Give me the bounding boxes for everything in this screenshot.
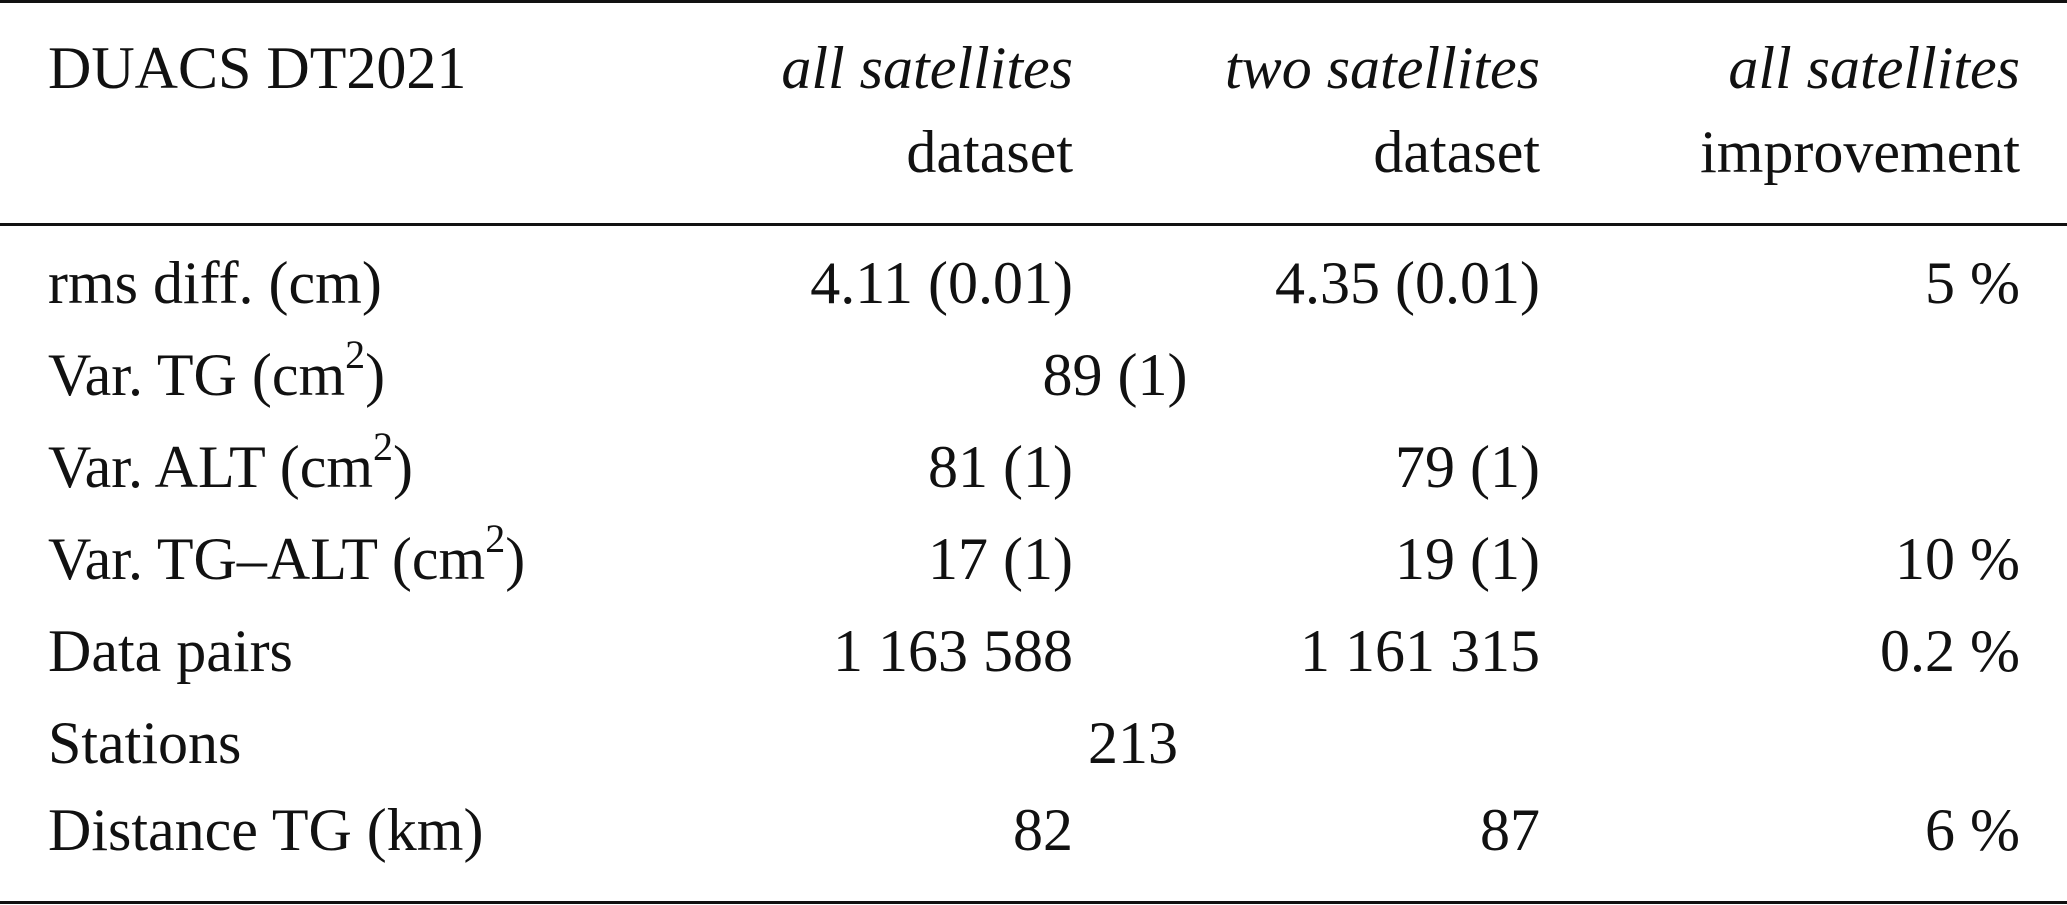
- top-rule: [0, 0, 2067, 3]
- cell-var-tg-alt-improvement: 10 %: [1895, 526, 2020, 592]
- cell-var-alt-all: 81 (1): [928, 434, 1073, 500]
- cell-data-pairs-two: 1 161 315: [1300, 618, 1540, 684]
- cell-stations-merged: 213: [1088, 710, 1178, 776]
- row-label-var-alt: Var. ALT (cm2): [48, 424, 413, 500]
- header-rule: [0, 223, 2067, 226]
- row-label-stations: Stations: [48, 710, 242, 776]
- cell-data-pairs-all: 1 163 588: [833, 618, 1073, 684]
- cell-data-pairs-improvement: 0.2 %: [1880, 618, 2020, 684]
- header-improvement-line1: all satellites: [1728, 35, 2020, 101]
- cell-var-alt-two: 79 (1): [1395, 434, 1540, 500]
- header-two-satellites-dataset-line1: two satellites: [1225, 35, 1540, 101]
- row-label-rms-diff: rms diff. (cm): [48, 250, 382, 316]
- cell-rms-improvement: 5 %: [1925, 250, 2020, 316]
- cell-var-tg-alt-all: 17 (1): [928, 526, 1073, 592]
- cell-distance-two: 87: [1480, 797, 1540, 863]
- header-corner-label: DUACS DT2021: [48, 35, 467, 101]
- row-label-var-tg-alt: Var. TG–ALT (cm2): [48, 516, 526, 592]
- row-label-var-tg: Var. TG (cm2): [48, 332, 386, 408]
- cell-distance-all: 82: [1013, 797, 1073, 863]
- header-improvement-line2: improvement: [1700, 119, 2020, 185]
- cell-rms-two: 4.35 (0.01): [1275, 250, 1540, 316]
- cell-rms-all: 4.11 (0.01): [810, 250, 1073, 316]
- bottom-rule: [0, 901, 2067, 904]
- cell-distance-improvement: 6 %: [1925, 797, 2020, 863]
- header-two-satellites-dataset-line2: dataset: [1373, 119, 1540, 185]
- cell-var-tg-alt-two: 19 (1): [1395, 526, 1540, 592]
- cell-var-tg-merged: 89 (1): [1042, 342, 1188, 408]
- row-label-distance-tg: Distance TG (km): [48, 797, 484, 863]
- row-label-data-pairs: Data pairs: [48, 618, 293, 684]
- header-all-satellites-dataset-line2: dataset: [906, 119, 1073, 185]
- header-all-satellites-dataset-line1: all satellites: [781, 35, 1073, 101]
